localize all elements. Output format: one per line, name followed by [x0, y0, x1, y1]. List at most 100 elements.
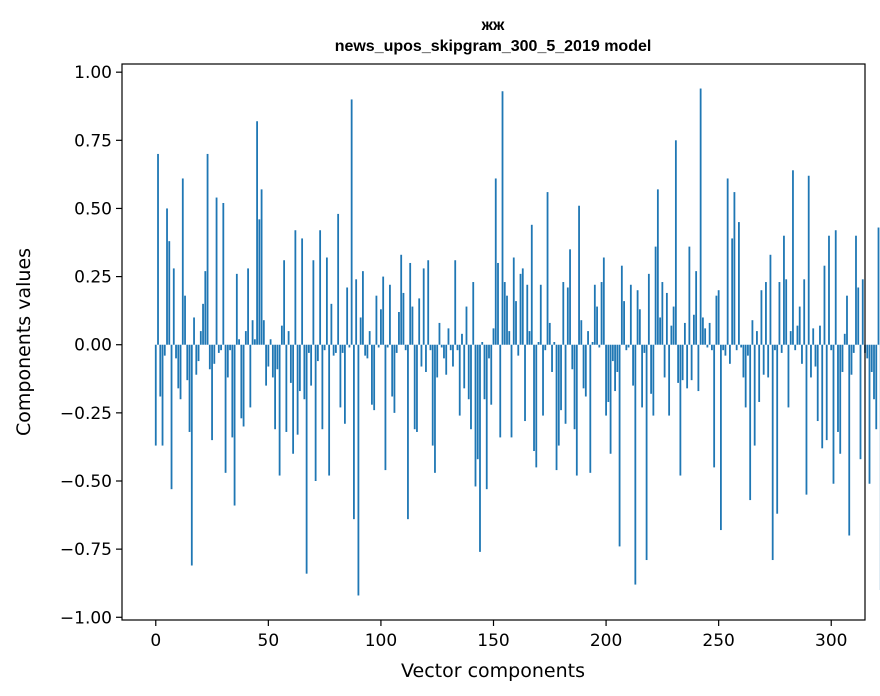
bar-78: [330, 303, 333, 345]
bar-120: [425, 344, 427, 372]
bar-197: [598, 344, 601, 348]
y-tick-label: −0.50: [60, 472, 112, 492]
x-axis-ticks: 0 50 100 150 200 250 300: [150, 620, 847, 651]
bar-162: [519, 273, 522, 345]
bar-77: [328, 344, 331, 476]
bar-136: [461, 333, 463, 345]
bar-221: [652, 344, 655, 416]
bar-151: [494, 178, 497, 345]
bar-184: [569, 249, 571, 345]
bar-62: [294, 230, 297, 345]
bar-256: [731, 238, 734, 345]
bar-23: [206, 153, 209, 345]
bar-125: [436, 344, 439, 378]
bar-288: [803, 279, 806, 345]
bar-25: [211, 344, 213, 441]
bar-113: [409, 262, 412, 345]
bar-281: [787, 344, 790, 408]
bar-272: [767, 344, 770, 378]
bar-65: [301, 238, 304, 345]
bar-175: [548, 322, 551, 345]
bar-213: [634, 344, 637, 585]
bar-11: [179, 344, 182, 400]
bar-102: [384, 344, 387, 471]
bar-170: [537, 342, 540, 345]
bar-243: [701, 317, 704, 345]
x-axis-label: Vector components: [401, 660, 585, 682]
bar-167: [530, 224, 533, 345]
bar-165: [526, 284, 529, 345]
bar-228: [668, 344, 671, 416]
bar-133: [454, 260, 457, 345]
bar-49: [265, 344, 267, 386]
bar-57: [283, 260, 286, 345]
bar-121: [427, 260, 430, 345]
bar-259: [738, 222, 740, 345]
bar-317: [868, 344, 871, 484]
x-tick-label: 100: [365, 631, 397, 651]
bar-103: [386, 344, 389, 348]
bar-224: [659, 317, 662, 345]
bar-294: [816, 344, 819, 422]
bar-73: [319, 230, 322, 345]
bar-24: [208, 344, 211, 370]
chart-subtitle: news_upos_skipgram_300_5_2019 model: [335, 38, 652, 55]
bar-131: [449, 344, 452, 351]
bar-43: [251, 320, 254, 345]
bar-141: [472, 282, 475, 345]
bar-140: [470, 344, 472, 430]
bar-249: [715, 295, 718, 345]
bar-301: [832, 344, 835, 484]
bar-20: [199, 331, 202, 345]
bar-204: [614, 344, 616, 392]
bar-117: [418, 298, 421, 345]
bar-92: [362, 271, 364, 345]
bar-177: [553, 342, 556, 345]
bar-0: [154, 344, 157, 446]
bar-255: [729, 344, 731, 364]
bar-275: [774, 344, 776, 351]
bar-108: [398, 312, 400, 345]
y-tick-label: 0.50: [74, 199, 112, 219]
bar-166: [528, 331, 531, 345]
bar-178: [555, 344, 558, 471]
bar-189: [580, 320, 583, 345]
bar-37: [238, 339, 240, 345]
bar-252: [722, 344, 725, 351]
x-tick-label: 250: [702, 631, 734, 651]
bar-144: [479, 344, 481, 552]
bar-235: [683, 322, 686, 345]
bar-105: [391, 344, 394, 397]
bar-32: [226, 344, 229, 378]
bar-5: [166, 208, 168, 345]
bar-56: [280, 325, 283, 345]
bar-230: [672, 306, 675, 345]
bar-222: [654, 246, 657, 345]
bar-173: [544, 344, 547, 351]
bar-298: [825, 344, 828, 441]
bar-41: [247, 268, 249, 345]
bar-169: [535, 344, 538, 468]
bar-147: [485, 344, 488, 490]
bar-39: [242, 344, 245, 427]
bar-267: [756, 331, 758, 345]
bar-36: [235, 273, 238, 345]
bar-13: [184, 295, 186, 345]
bar-160: [515, 301, 517, 345]
bar-318: [870, 344, 873, 372]
bar-164: [524, 344, 526, 422]
bar-100: [380, 309, 382, 345]
bar-112: [407, 344, 409, 520]
bar-280: [785, 279, 788, 345]
bar-244: [704, 328, 707, 345]
bar-84: [344, 344, 346, 424]
bar-63: [296, 344, 299, 435]
bar-127: [440, 344, 443, 348]
y-tick-label: −1.00: [60, 608, 112, 628]
bar-138: [465, 306, 468, 345]
bar-21: [202, 303, 204, 345]
bar-48: [262, 320, 265, 345]
bar-81: [337, 213, 340, 345]
bar-241: [697, 344, 700, 392]
